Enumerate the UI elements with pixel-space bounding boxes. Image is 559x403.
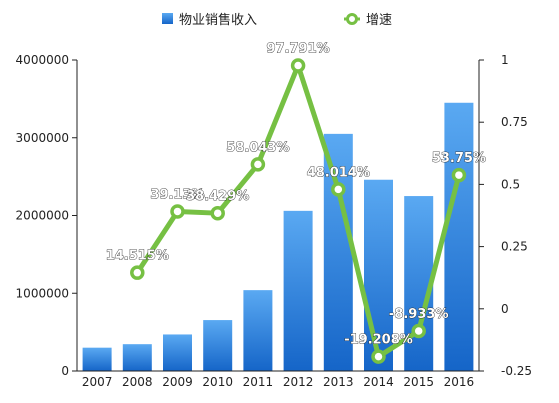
x-axis-tick-label: 2013	[323, 375, 354, 389]
x-axis-tick-label: 2012	[283, 375, 314, 389]
bar-2014	[364, 179, 393, 371]
x-axis-tick-label: 2007	[82, 375, 113, 389]
legend-swatch-marker	[346, 13, 358, 25]
growth-point-2012	[290, 58, 306, 73]
bar-2012	[283, 210, 313, 371]
right-axis-tick-label: -0.25	[501, 364, 532, 378]
x-axis-tick-label: 2009	[162, 375, 193, 389]
growth-label-2015: -8.933%	[389, 307, 449, 322]
x-axis: 2007 2008 2009 2010 2011 2012 2013 2014 2015 2016	[77, 370, 479, 389]
bar-2008	[122, 344, 152, 371]
growth-point-2011	[250, 157, 266, 172]
bar-2007	[82, 347, 112, 371]
growth-label-2014: -19.208%	[344, 333, 413, 348]
x-axis-tick-label: 2016	[444, 375, 475, 389]
left-axis-tick-label: 1000000	[16, 286, 69, 300]
legend: 物业销售收入 增速	[162, 12, 392, 28]
left-axis-tick-label: 0	[61, 364, 69, 378]
x-axis-tick-label: 2010	[202, 375, 233, 389]
left-axis-tick-label: 2000000	[16, 209, 69, 223]
x-axis-tick-label: 2011	[243, 375, 274, 389]
x-axis-tick-label: 2015	[403, 375, 434, 389]
growth-point-2016	[451, 167, 467, 183]
bar-2009	[163, 334, 192, 371]
growth-point-2010	[210, 205, 225, 221]
bar-series	[82, 102, 474, 371]
growth-label-2008: 14.515%	[106, 249, 169, 264]
legend-label-bar: 物业销售收入	[179, 12, 257, 28]
growth-label-2016: 53.75%	[432, 151, 486, 166]
right-axis: -0.25 0 0.25 0.5 0.75 1	[478, 53, 532, 378]
right-axis-tick-label: 0.25	[501, 240, 528, 254]
x-axis-tick-label: 2008	[122, 375, 153, 389]
left-axis-tick-label: 3000000	[16, 131, 69, 145]
right-axis-tick-label: 0	[501, 302, 509, 316]
growth-label-2009: 39.13%	[150, 187, 204, 202]
data-labels: 14.515% 39.13%38.429% 58.043% 97.791% 48.014…	[105, 41, 486, 348]
growth-point-2014	[371, 349, 386, 364]
growth-line-series	[130, 58, 467, 364]
growth-label-2011: 58.043%	[226, 140, 289, 155]
right-axis-tick-label: 1	[501, 53, 509, 67]
bar-2011	[243, 290, 273, 371]
growth-point-2013	[331, 182, 346, 197]
bar-2016	[444, 102, 474, 371]
legend-label-line: 增速	[366, 13, 392, 28]
x-axis-tick-label: 2014	[363, 375, 394, 389]
growth-point-2015	[411, 323, 426, 339]
left-axis-tick-label: 4000000	[16, 53, 69, 67]
right-axis-tick-label: 0.75	[501, 115, 528, 129]
growth-label-2013: 48.014%	[307, 165, 370, 180]
legend-swatch-bar	[162, 13, 173, 24]
bar-2010	[203, 320, 233, 371]
right-axis-tick-label: 0.5	[501, 177, 520, 191]
growth-label-2010: 38.429%	[186, 189, 249, 204]
growth-point-2008	[130, 265, 145, 280]
left-axis: 0 1000000 2000000 3000000 4000000	[16, 53, 78, 378]
growth-point-2009	[170, 204, 185, 219]
growth-label-2012: 97.791%	[266, 41, 329, 56]
bar-2013	[323, 133, 353, 371]
